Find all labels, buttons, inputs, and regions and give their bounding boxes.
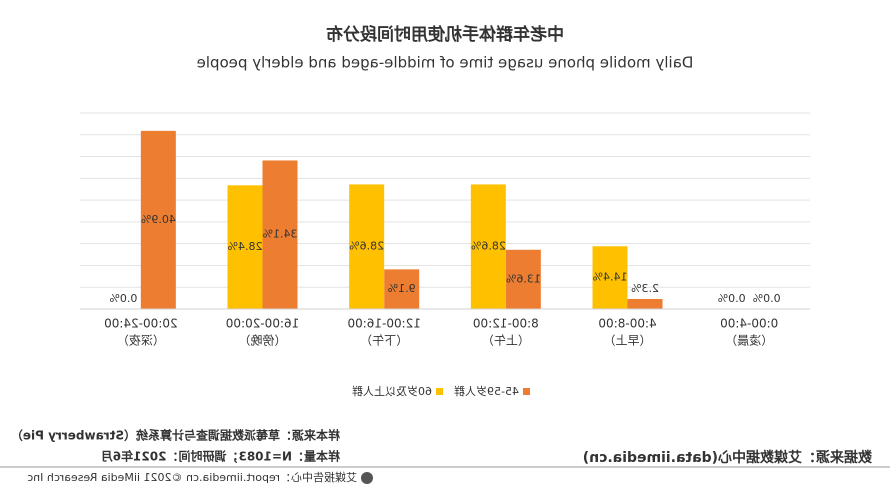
- data-label: 40.9%: [141, 213, 176, 226]
- x-tick-label: 16:00-20:00: [226, 317, 300, 331]
- chart-subtitle: Daily mobile phone usage time of middle-…: [197, 54, 694, 72]
- data-source: 数据来源：艾媒数据中心(data.iimedia.cn): [583, 449, 872, 466]
- x-tick-label: 8:00-12:00: [473, 317, 539, 331]
- data-label: 0.0%: [718, 292, 746, 305]
- data-label: 9.1%: [388, 282, 416, 295]
- copyright: 艾媒报告中心：report.iimedia.cn ©2021 iiMedia R…: [27, 470, 357, 484]
- x-tick-sublabel: （下午）: [360, 334, 408, 348]
- x-tick-label: 20:00-24:00: [104, 317, 178, 331]
- data-label: 28.6%: [349, 240, 384, 253]
- data-label: 0.0%: [109, 292, 137, 305]
- data-label: 0.0%: [753, 292, 781, 305]
- chart-title: 中老年群体手机使用时间段分布: [326, 24, 564, 45]
- data-label: 14.4%: [593, 271, 628, 284]
- data-label: 28.4%: [228, 240, 263, 253]
- logo-icon: [361, 472, 373, 484]
- bar: [140, 130, 176, 309]
- sample-source: 样本来源：草莓派数据调查与计算系统（Strawberry Pie）: [11, 428, 340, 443]
- legend-swatch: [436, 388, 444, 395]
- x-tick-label: 4:00-8:00: [598, 317, 656, 331]
- x-tick-label: 0:00-4:00: [720, 317, 778, 331]
- legend-label: 45-59岁人群: [454, 384, 519, 398]
- bar: [505, 249, 541, 309]
- x-tick-sublabel: （深夜）: [117, 333, 165, 348]
- bar: [262, 160, 298, 309]
- bar: [627, 298, 663, 309]
- bar: [227, 185, 263, 309]
- sample-size: 样本量：N=1083；调研时间：2021年6月: [101, 449, 340, 464]
- data-label: 2.3%: [631, 282, 659, 295]
- legend-swatch: [523, 388, 530, 395]
- bar: [384, 269, 420, 309]
- data-label: 34.1%: [263, 228, 298, 241]
- legend-label: 60岁及以上人群: [352, 384, 432, 398]
- x-tick-sublabel: （上午）: [482, 334, 530, 348]
- bar: [470, 184, 506, 309]
- x-tick-sublabel: （凌晨）: [725, 334, 773, 348]
- x-tick-sublabel: （早上）: [603, 334, 651, 348]
- data-label: 13.6%: [506, 272, 541, 285]
- data-label: 28.6%: [471, 240, 506, 253]
- x-tick-sublabel: （傍晚）: [238, 333, 286, 348]
- x-tick-label: 12:00-16:00: [347, 317, 421, 331]
- bar: [592, 246, 628, 309]
- bar: [349, 184, 385, 309]
